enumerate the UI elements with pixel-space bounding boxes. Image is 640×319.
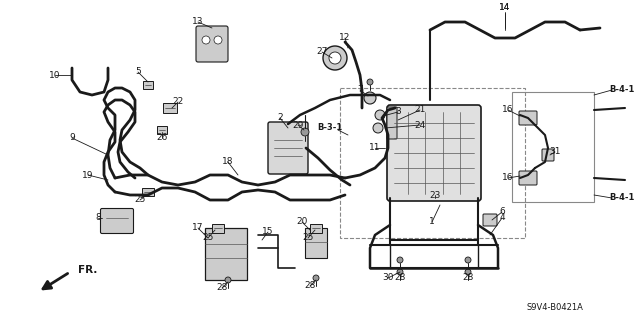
Text: 2: 2 bbox=[277, 114, 283, 122]
FancyBboxPatch shape bbox=[196, 26, 228, 62]
Bar bbox=[142, 188, 154, 196]
Text: 10: 10 bbox=[49, 70, 61, 79]
Text: 28: 28 bbox=[304, 281, 316, 291]
Text: 29: 29 bbox=[292, 121, 304, 130]
Circle shape bbox=[301, 128, 309, 136]
Circle shape bbox=[214, 36, 222, 44]
Text: 14: 14 bbox=[499, 4, 511, 12]
Text: 18: 18 bbox=[222, 158, 234, 167]
Text: 15: 15 bbox=[262, 227, 274, 236]
Text: 25: 25 bbox=[202, 234, 214, 242]
Text: 28: 28 bbox=[394, 273, 406, 283]
Text: 26: 26 bbox=[156, 133, 168, 143]
FancyBboxPatch shape bbox=[387, 107, 397, 139]
Circle shape bbox=[375, 110, 385, 120]
Circle shape bbox=[329, 52, 341, 64]
Bar bbox=[310, 224, 322, 233]
Bar bbox=[205, 228, 247, 280]
Text: 16: 16 bbox=[502, 106, 514, 115]
Text: 27: 27 bbox=[316, 48, 328, 56]
Circle shape bbox=[373, 123, 383, 133]
Text: 24: 24 bbox=[414, 121, 426, 130]
Text: 23: 23 bbox=[429, 190, 441, 199]
Text: 9: 9 bbox=[69, 133, 75, 143]
Circle shape bbox=[313, 275, 319, 281]
Text: 13: 13 bbox=[192, 18, 204, 26]
FancyBboxPatch shape bbox=[268, 122, 308, 174]
Text: B-3-1: B-3-1 bbox=[317, 123, 342, 132]
Text: 16: 16 bbox=[502, 174, 514, 182]
Circle shape bbox=[465, 257, 471, 263]
Bar bbox=[157, 126, 167, 134]
Circle shape bbox=[323, 46, 347, 70]
Text: 31: 31 bbox=[549, 147, 561, 157]
Text: 1: 1 bbox=[429, 218, 435, 226]
Bar bbox=[212, 224, 224, 233]
FancyBboxPatch shape bbox=[483, 214, 497, 226]
FancyBboxPatch shape bbox=[519, 111, 537, 125]
Circle shape bbox=[202, 36, 210, 44]
Text: FR.: FR. bbox=[78, 265, 97, 275]
Text: 7: 7 bbox=[357, 85, 363, 94]
Text: 12: 12 bbox=[339, 33, 351, 42]
Circle shape bbox=[397, 257, 403, 263]
Text: 14: 14 bbox=[499, 4, 511, 12]
Text: 3: 3 bbox=[395, 108, 401, 116]
Circle shape bbox=[225, 277, 231, 283]
Bar bbox=[305, 228, 327, 258]
Text: B-4-1: B-4-1 bbox=[609, 85, 635, 94]
Bar bbox=[143, 81, 153, 89]
Text: 8: 8 bbox=[95, 213, 101, 222]
Text: 25: 25 bbox=[134, 196, 146, 204]
Text: 6: 6 bbox=[499, 207, 505, 217]
Text: 11: 11 bbox=[369, 144, 381, 152]
FancyBboxPatch shape bbox=[100, 209, 134, 234]
FancyBboxPatch shape bbox=[387, 105, 481, 201]
FancyBboxPatch shape bbox=[519, 171, 537, 185]
Bar bbox=[512, 92, 594, 202]
Circle shape bbox=[367, 79, 373, 85]
Text: 25: 25 bbox=[302, 234, 314, 242]
Circle shape bbox=[465, 269, 471, 275]
Text: 28: 28 bbox=[216, 284, 228, 293]
Bar bbox=[340, 88, 525, 238]
Text: 21: 21 bbox=[414, 106, 426, 115]
Text: 19: 19 bbox=[83, 170, 93, 180]
Text: 30: 30 bbox=[382, 273, 394, 283]
Text: 22: 22 bbox=[172, 98, 184, 107]
Text: 4: 4 bbox=[499, 213, 505, 222]
Bar bbox=[163, 103, 177, 113]
Text: B-4-1: B-4-1 bbox=[609, 194, 635, 203]
Text: 5: 5 bbox=[135, 68, 141, 77]
FancyBboxPatch shape bbox=[542, 149, 554, 161]
Text: S9V4-B0421A: S9V4-B0421A bbox=[527, 303, 584, 313]
Text: 17: 17 bbox=[192, 224, 204, 233]
Circle shape bbox=[364, 92, 376, 104]
Circle shape bbox=[397, 269, 403, 275]
Text: 20: 20 bbox=[296, 218, 308, 226]
Text: 28: 28 bbox=[462, 273, 474, 283]
